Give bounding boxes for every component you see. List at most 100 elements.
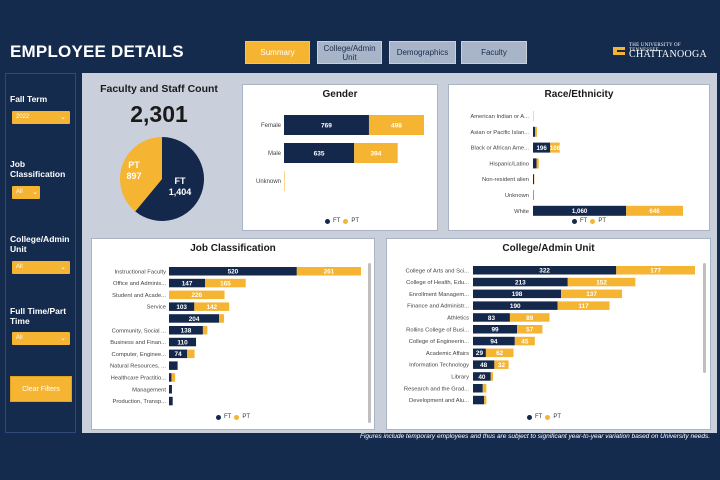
data-label-ft: 40 <box>478 374 486 381</box>
bar-pt[interactable] <box>535 126 537 137</box>
bar-ft[interactable] <box>533 205 627 216</box>
bar-ft[interactable] <box>473 395 485 405</box>
tab-demographics[interactable]: Demographics <box>389 41 456 64</box>
bar-ft[interactable] <box>169 373 172 382</box>
bar-pt[interactable] <box>567 277 636 287</box>
gender-legend: FT PT <box>325 218 359 224</box>
bar-ft[interactable] <box>169 349 188 359</box>
filter-label-college-admin-unit: College/Admin Unit <box>10 234 70 254</box>
bar-pt[interactable] <box>517 325 543 334</box>
bar-ft[interactable] <box>473 277 568 287</box>
bar-pt[interactable] <box>194 302 230 311</box>
legend-ft-label: FT <box>580 218 588 224</box>
bar-ft[interactable] <box>473 348 486 358</box>
legend-ft-dot <box>216 414 221 420</box>
bar-ft[interactable] <box>533 142 551 153</box>
bar-ft[interactable] <box>473 384 483 393</box>
bar-pt[interactable] <box>171 373 176 382</box>
legend-ft-label: FT <box>224 414 232 420</box>
bar-ft[interactable] <box>533 158 537 169</box>
tab-faculty[interactable]: Faculty <box>461 41 527 64</box>
bar-ft[interactable] <box>169 361 178 370</box>
pie-slice-pt[interactable] <box>119 137 162 212</box>
bar-ft[interactable] <box>169 302 195 311</box>
bar-pt[interactable] <box>514 336 535 346</box>
headcount-total: 2,301 <box>130 101 188 127</box>
bar-pt[interactable] <box>187 349 195 359</box>
filter-label-fall-term: Fall Term <box>10 94 48 104</box>
fall-term-select[interactable]: 2022 ⌄ <box>12 111 70 124</box>
tab-college-admin-unit[interactable]: College/Admin Unit <box>317 41 382 64</box>
bar-ft[interactable] <box>473 325 518 334</box>
full-part-time-select[interactable]: All ⌄ <box>12 332 70 345</box>
bar-ft[interactable] <box>473 372 491 381</box>
bar-pt[interactable] <box>169 290 225 300</box>
pie-ft-value: 1,404 <box>169 187 192 197</box>
data-label-pt: 57 <box>526 327 534 334</box>
data-label-pt: 226 <box>191 292 202 299</box>
data-label-pt: 62 <box>496 350 504 357</box>
data-label-ft: 190 <box>510 303 521 310</box>
category-label: Natural Resources, ... <box>110 364 166 370</box>
bar-ft[interactable] <box>169 314 220 323</box>
bar-pt[interactable] <box>202 326 208 335</box>
bar-pt[interactable] <box>490 372 494 381</box>
footnote: Figures include temporary employees and … <box>360 433 710 440</box>
tab-summary[interactable]: Summary <box>245 41 310 64</box>
bar-pt[interactable] <box>296 267 361 276</box>
pie-slice-ft[interactable] <box>135 137 204 221</box>
bar-ft[interactable] <box>473 336 515 346</box>
bar-pt[interactable] <box>561 289 623 299</box>
bar-ft[interactable] <box>473 313 510 322</box>
filter-label-job-classification: Job Classification <box>10 159 66 179</box>
bar-ft[interactable] <box>473 360 495 369</box>
bar-ft[interactable] <box>169 278 206 288</box>
bar-ft[interactable] <box>533 174 535 185</box>
race-legend: FT PT <box>572 218 606 224</box>
bar-pt[interactable] <box>626 205 683 216</box>
category-label: Rollins College of Busi... <box>406 327 469 333</box>
bar-ft[interactable] <box>169 396 173 406</box>
clear-filters-button[interactable]: Clear Filters <box>10 376 72 402</box>
data-label-pt: 108 <box>550 145 561 152</box>
bar-ft[interactable] <box>169 267 297 276</box>
job-classification-select[interactable]: All ⌄ <box>12 186 40 199</box>
bar-pt[interactable] <box>485 348 514 358</box>
bar-pt[interactable] <box>354 143 398 163</box>
bar-ft[interactable] <box>473 266 617 275</box>
bar-pt[interactable] <box>368 115 424 135</box>
college-admin-unit-select[interactable]: All ⌄ <box>12 261 70 274</box>
data-label-ft: 110 <box>177 339 188 346</box>
scrollbar[interactable] <box>368 263 371 423</box>
bar-pt[interactable] <box>536 158 539 169</box>
bar-pt[interactable] <box>482 384 487 393</box>
legend-pt-dot <box>545 414 551 420</box>
bar-pt[interactable] <box>205 278 246 288</box>
dashboard-canvas: Faculty and Staff Count 2,301 PT 897 FT … <box>82 73 717 433</box>
bar-ft[interactable] <box>169 326 203 335</box>
category-label: Production, Transp... <box>113 399 167 405</box>
bar-ft[interactable] <box>169 385 172 394</box>
university-logo: THE UNIVERSITY OF TENNESSEE CHATTANOOGA <box>612 42 712 62</box>
bar-pt[interactable] <box>557 301 610 310</box>
gender-chart-title: Gender <box>322 89 358 100</box>
bar-pt[interactable] <box>550 142 560 153</box>
bar-ft[interactable] <box>284 115 369 135</box>
bar-pt[interactable] <box>616 266 695 275</box>
bar-ft[interactable] <box>473 301 558 310</box>
bar-pt[interactable] <box>284 171 285 191</box>
bar-pt[interactable] <box>509 313 550 322</box>
data-label-ft: 99 <box>491 327 499 334</box>
scrollbar[interactable] <box>703 263 706 373</box>
data-label-ft: 322 <box>539 268 550 275</box>
bar-pt[interactable] <box>219 314 225 323</box>
bar-ft[interactable] <box>473 289 562 299</box>
bar-ft[interactable] <box>533 126 536 137</box>
bar-pt[interactable] <box>484 395 487 405</box>
data-label-pt: 165 <box>220 280 231 287</box>
bar-ft[interactable] <box>284 143 355 163</box>
job-classification-value: All <box>16 189 23 195</box>
bar-pt[interactable] <box>494 360 509 369</box>
bar-ft[interactable] <box>169 337 197 347</box>
